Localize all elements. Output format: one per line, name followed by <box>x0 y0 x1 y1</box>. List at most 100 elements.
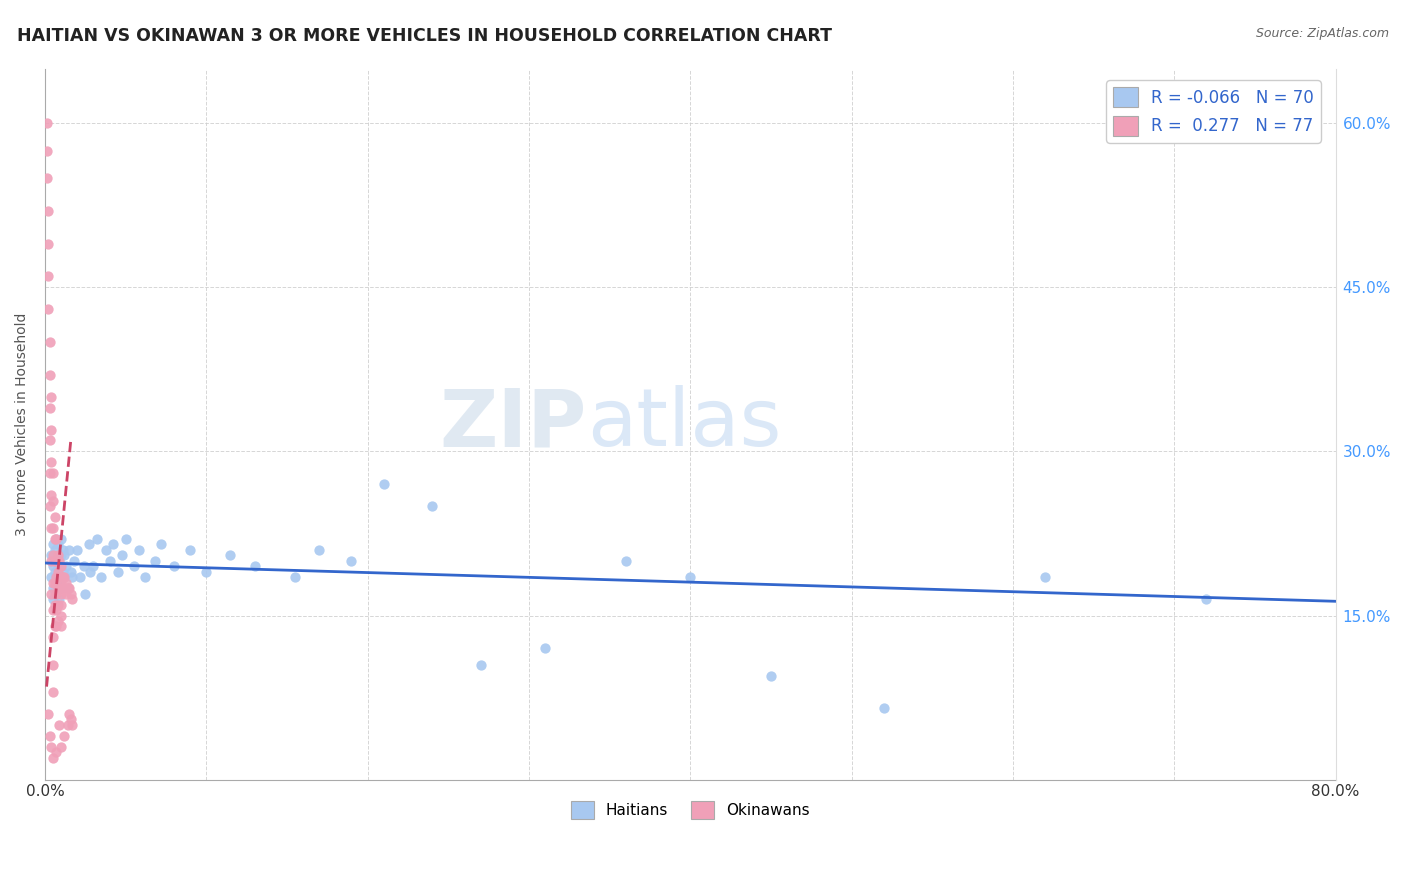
Point <box>49 581 72 595</box>
Point <box>42 657 65 672</box>
Point <box>69 570 91 584</box>
Point <box>56 581 79 595</box>
Point <box>49 570 72 584</box>
Y-axis label: 3 or more Vehicles in Household: 3 or more Vehicles in Household <box>15 312 30 536</box>
Text: atlas: atlas <box>588 385 782 463</box>
Point <box>284 570 307 584</box>
Point <box>128 542 150 557</box>
Point <box>46 537 69 551</box>
Point <box>470 657 492 672</box>
Point <box>163 559 186 574</box>
Point <box>42 603 65 617</box>
Point <box>42 575 65 590</box>
Point <box>46 581 69 595</box>
Point <box>679 570 702 584</box>
Point <box>58 542 80 557</box>
Point <box>77 537 100 551</box>
Point <box>59 587 82 601</box>
Point <box>48 592 70 607</box>
Point <box>46 614 69 628</box>
Point <box>45 554 67 568</box>
Point <box>219 549 242 563</box>
Point <box>52 581 75 595</box>
Point <box>41 390 63 404</box>
Point <box>42 493 65 508</box>
Point <box>41 587 63 601</box>
Point <box>48 554 70 568</box>
Point <box>53 570 76 584</box>
Text: ZIP: ZIP <box>440 385 588 463</box>
Point <box>45 570 67 584</box>
Point <box>59 565 82 579</box>
Point <box>53 549 76 563</box>
Point <box>42 631 65 645</box>
Point <box>111 549 134 563</box>
Point <box>1195 592 1218 607</box>
Point <box>49 549 72 563</box>
Point <box>1033 570 1056 584</box>
Point <box>60 718 83 732</box>
Point <box>38 434 60 448</box>
Point <box>46 565 69 579</box>
Point <box>534 641 557 656</box>
Point <box>44 542 66 557</box>
Point <box>38 401 60 415</box>
Point <box>35 116 58 130</box>
Point <box>56 718 79 732</box>
Point <box>53 581 76 595</box>
Point <box>45 532 67 546</box>
Point <box>195 565 218 579</box>
Point <box>96 542 118 557</box>
Point <box>38 368 60 382</box>
Point <box>38 334 60 349</box>
Point <box>55 575 77 590</box>
Point <box>49 608 72 623</box>
Point <box>107 565 129 579</box>
Point <box>45 745 67 759</box>
Point <box>49 575 72 590</box>
Point <box>48 575 70 590</box>
Point <box>48 554 70 568</box>
Point <box>42 521 65 535</box>
Point <box>38 729 60 743</box>
Point <box>134 570 156 584</box>
Point <box>143 554 166 568</box>
Point <box>58 581 80 595</box>
Point <box>82 559 104 574</box>
Point <box>308 542 330 557</box>
Point <box>56 581 79 595</box>
Point <box>46 549 69 563</box>
Point <box>150 537 173 551</box>
Point <box>38 467 60 481</box>
Point <box>45 532 67 546</box>
Point <box>42 685 65 699</box>
Point <box>44 587 66 601</box>
Point <box>45 619 67 633</box>
Point <box>873 701 896 715</box>
Point <box>45 554 67 568</box>
Point <box>420 499 443 513</box>
Legend: Haitians, Okinawans: Haitians, Okinawans <box>565 795 815 825</box>
Point <box>42 750 65 764</box>
Point <box>60 570 83 584</box>
Point <box>44 565 66 579</box>
Point <box>63 554 86 568</box>
Point <box>41 570 63 584</box>
Point <box>45 587 67 601</box>
Point <box>42 581 65 595</box>
Point <box>55 587 77 601</box>
Point <box>53 729 76 743</box>
Point <box>37 203 59 218</box>
Point <box>44 554 66 568</box>
Point <box>373 477 395 491</box>
Point <box>38 499 60 513</box>
Point <box>60 592 83 607</box>
Point <box>37 269 59 284</box>
Point <box>41 455 63 469</box>
Point <box>42 549 65 563</box>
Point <box>42 467 65 481</box>
Point <box>41 488 63 502</box>
Point <box>49 587 72 601</box>
Text: Source: ZipAtlas.com: Source: ZipAtlas.com <box>1256 27 1389 40</box>
Point <box>37 302 59 317</box>
